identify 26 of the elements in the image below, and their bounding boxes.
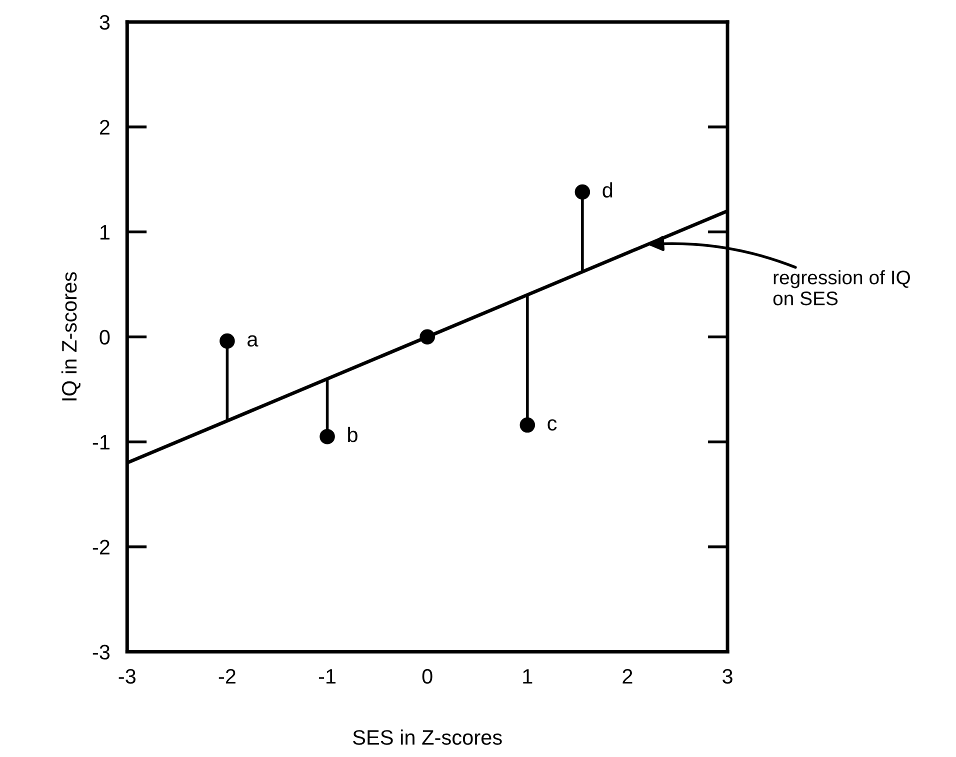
y-tick-label: 0 — [100, 330, 110, 345]
x-tick-label: 3 — [722, 668, 732, 684]
point — [420, 329, 435, 345]
x-tick-label: -3 — [118, 668, 136, 684]
y-tick-label: 3 — [100, 14, 110, 30]
x-tick-label: -1 — [318, 669, 336, 684]
annotation: d — [602, 182, 612, 198]
point — [220, 333, 235, 349]
point — [520, 417, 536, 433]
x-axis-title: SES in Z-scores — [353, 730, 502, 745]
annotation: c — [548, 419, 557, 431]
y-tick-label: 2 — [100, 120, 110, 134]
x-tick-label: -2 — [218, 668, 236, 684]
y-tick-label: -1 — [92, 435, 110, 450]
x-tick-label: 2 — [622, 668, 632, 684]
annotation: a — [248, 335, 258, 347]
x-tick-label: 0 — [422, 668, 432, 684]
y-tick-label: 1 — [100, 225, 110, 240]
x-tick-label: 1 — [523, 669, 532, 684]
y-tick-label: -2 — [92, 540, 110, 554]
y-axis-title: IQ in Z-scores — [61, 272, 80, 400]
annotation: regression of IQ on SES — [773, 270, 910, 306]
y-tick-label: -3 — [92, 644, 110, 660]
point — [574, 184, 590, 200]
point — [320, 428, 335, 444]
annotation: b — [348, 426, 358, 442]
